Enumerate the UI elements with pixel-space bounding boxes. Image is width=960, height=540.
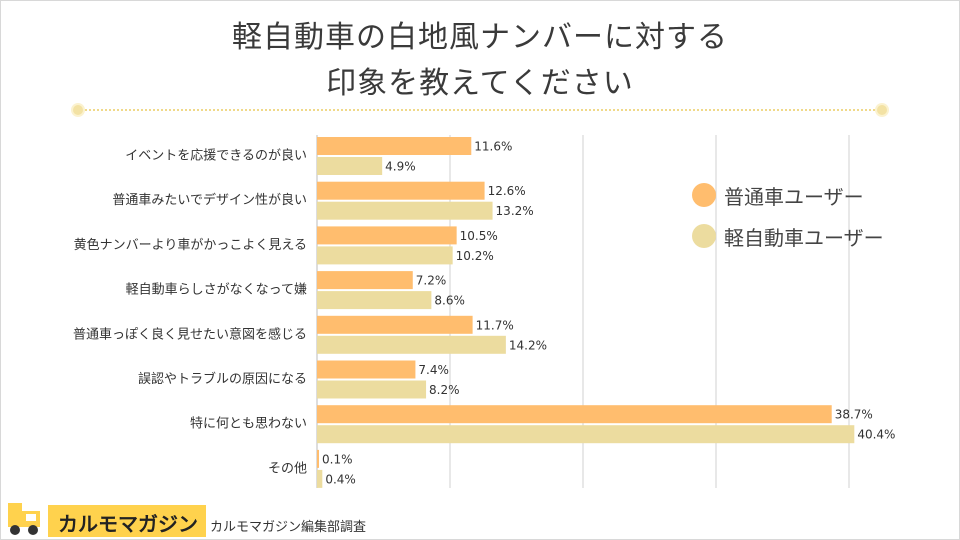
bar-futsu: [317, 271, 413, 290]
divider-dot-right: [877, 105, 887, 115]
category-label: 普通車みたいでデザイン性が良い: [112, 192, 307, 208]
truck-icon: [8, 503, 40, 535]
legend-swatch-futsu: [692, 183, 716, 207]
data-label: 0.4%: [325, 472, 356, 486]
data-label: 11.7%: [476, 318, 514, 332]
bar-futsu: [317, 315, 473, 334]
data-label: 12.6%: [488, 184, 526, 198]
data-label: 40.4%: [857, 428, 895, 442]
bar-futsu: [317, 449, 319, 468]
bar-kei: [317, 157, 383, 175]
data-label: 38.7%: [835, 408, 873, 422]
category-label: イベントを応援できるのが良い: [125, 148, 307, 164]
bar-futsu: [317, 360, 416, 379]
category-label: 黄色ナンバーより車がかっこよく見える: [74, 237, 307, 253]
bar-futsu: [317, 181, 485, 200]
bar-kei: [317, 291, 432, 310]
legend-swatch-kei: [692, 224, 716, 248]
data-label: 7.2%: [416, 274, 447, 288]
data-label: 0.1%: [322, 452, 353, 466]
brand-logo-box: [48, 505, 206, 537]
bar-futsu: [317, 405, 832, 424]
category-label: 特に何とも思わない: [190, 416, 307, 432]
bar-futsu: [317, 226, 457, 245]
category-label: 誤認やトラブルの原因になる: [138, 371, 307, 387]
data-label: 10.2%: [456, 249, 494, 263]
data-label: 14.2%: [509, 338, 547, 352]
bar-kei: [317, 380, 427, 399]
divider-dot-left: [73, 105, 83, 115]
data-label: 11.6%: [474, 140, 512, 154]
bar-futsu: [317, 137, 472, 155]
legend-label-kei: 軽自動車ユーザー: [724, 226, 884, 250]
bar-kei: [317, 201, 493, 220]
data-label: 8.2%: [429, 383, 460, 397]
bar-kei: [317, 425, 855, 444]
category-label: その他: [268, 461, 307, 476]
data-label: 4.9%: [385, 160, 416, 174]
data-label: 10.5%: [460, 229, 498, 243]
legend-label-futsu: 普通車ユーザー: [724, 185, 864, 209]
bar-kei: [317, 335, 506, 354]
title-divider: [78, 109, 882, 111]
bar-kei: [317, 469, 323, 488]
data-label: 8.6%: [434, 294, 465, 308]
data-label: 7.4%: [418, 363, 449, 377]
brand-logo: カルモマガジン: [58, 512, 198, 536]
category-label: 普通車っぽく良く見せたい意図を感じる: [73, 326, 307, 342]
source-credit: カルモマガジン編集部調査: [210, 520, 367, 535]
chart-title-line2: 印象を教えてください: [326, 66, 634, 101]
bar-kei: [317, 246, 453, 265]
data-label: 13.2%: [496, 204, 534, 218]
category-label: 軽自動車らしさがなくなって嫌: [126, 283, 307, 298]
chart-title-line1: 軽自動車の白地風ナンバーに対する: [232, 20, 728, 55]
